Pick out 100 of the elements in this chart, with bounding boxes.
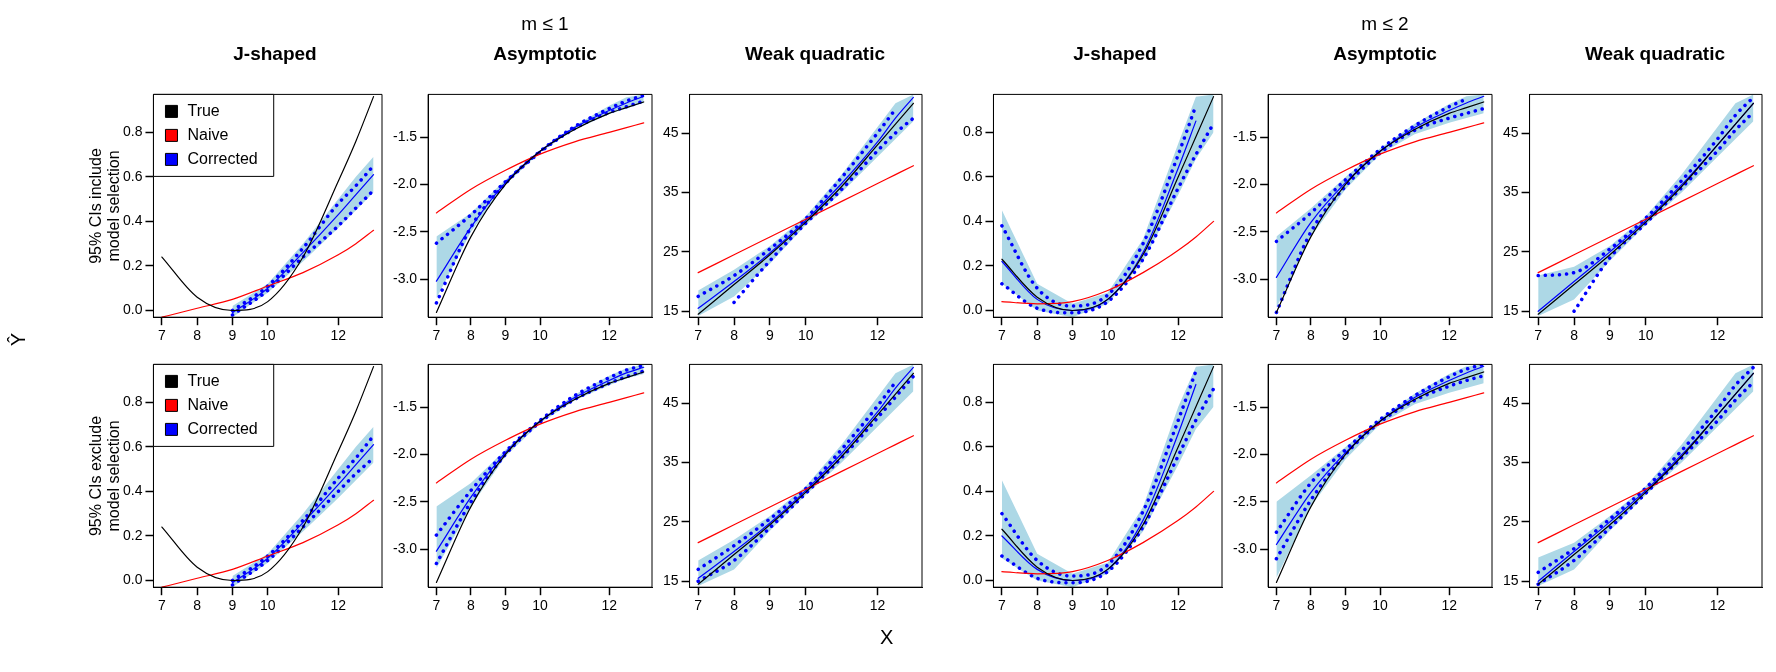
x-tick-label: 7 <box>1272 597 1281 614</box>
x-tick-label: 10 <box>259 597 276 614</box>
chart-title: Weak quadratic <box>1583 43 1727 65</box>
x-tick-label: 10 <box>1372 597 1389 614</box>
x-tick-label: 9 <box>228 327 237 344</box>
y-tick-label: -2.0 <box>393 175 418 192</box>
x-tick-label: 8 <box>467 597 476 614</box>
chart-title: Asymptotic <box>1332 43 1438 65</box>
y-tick-label: -2.5 <box>393 222 418 239</box>
y-tick-label: 0.8 <box>962 123 983 140</box>
x-tick-label: 7 <box>432 327 441 344</box>
y-tick-label: -1.5 <box>1233 127 1258 144</box>
y-tick-label: 0.8 <box>122 393 143 410</box>
x-tick-label: 8 <box>730 327 739 344</box>
x-tick-label: 8 <box>1307 327 1316 344</box>
x-tick-label: 10 <box>532 597 549 614</box>
x-tick-label: 12 <box>1441 597 1458 614</box>
text: m ≤ 1 <box>520 13 570 35</box>
chart-title: Asymptotic <box>492 43 598 65</box>
y-tick-label: 0.2 <box>122 526 143 543</box>
y-tick-label: 25 <box>1502 512 1519 529</box>
x-tick-label: 10 <box>798 327 814 344</box>
chart-title: Weak quadratic <box>743 43 887 65</box>
x-tick-label: 12 <box>869 327 886 344</box>
x-tick-label: 7 <box>432 597 441 614</box>
y-tick-label: 0.2 <box>962 256 983 273</box>
y-tick-label: 0.4 <box>122 212 143 229</box>
y-tick-label: 15 <box>662 572 679 589</box>
x-tick-label: 9 <box>1341 327 1350 344</box>
y-tick-label: -2.0 <box>1233 175 1258 192</box>
y-tick-label: 0.0 <box>962 301 983 318</box>
y-tick-label: 15 <box>1502 572 1519 589</box>
y-tick-label: 45 <box>662 393 679 410</box>
y-tick-label: 45 <box>1502 393 1519 410</box>
x-tick-label: 9 <box>1068 327 1077 344</box>
y-tick-label: 0.2 <box>122 256 143 273</box>
y-tick-label: -3.0 <box>1233 270 1258 287</box>
x-tick-label: 9 <box>1606 597 1615 614</box>
x-tick-label: 9 <box>766 327 775 344</box>
x-tick-label: 9 <box>501 597 510 614</box>
y-tick-label: 25 <box>1502 242 1519 259</box>
x-tick-label: 10 <box>1638 327 1654 344</box>
y-tick-label: 0.6 <box>962 437 983 454</box>
x-tick-label: 7 <box>694 327 703 344</box>
x-tick-label: 8 <box>193 597 202 614</box>
x-tick-label: 9 <box>228 597 237 614</box>
x-tick-label: 12 <box>1709 597 1726 614</box>
y-tick-label: 35 <box>662 183 679 200</box>
x-tick-label: 7 <box>694 597 703 614</box>
y-tick-label: 35 <box>662 453 679 470</box>
x-tick-label: 10 <box>1099 597 1116 614</box>
y-tick-label: 0.6 <box>122 437 143 454</box>
x-tick-label: 12 <box>1709 327 1726 344</box>
x-tick-label: 8 <box>1033 597 1042 614</box>
x-tick-label: 8 <box>1570 597 1579 614</box>
y-tick-label: 0.4 <box>962 482 983 499</box>
chart-title: J-shaped <box>1072 43 1158 65</box>
y-tick-label: 45 <box>662 123 679 140</box>
y-tick-label: -1.5 <box>1233 397 1258 414</box>
x-tick-label: 7 <box>1272 327 1281 344</box>
y-tick-label: 45 <box>1502 123 1519 140</box>
x-tick-label: 7 <box>158 327 167 344</box>
y-tick-label: 0.0 <box>122 301 143 318</box>
x-tick-label: 12 <box>1170 327 1187 344</box>
x-tick-label: 8 <box>193 327 202 344</box>
legend-label: Naive <box>187 395 229 413</box>
x-tick-label: 12 <box>1441 327 1458 344</box>
y-tick-label: 0.8 <box>962 393 983 410</box>
text: m ≤ 2 <box>1360 13 1410 35</box>
legend-label: Corrected <box>187 149 258 167</box>
y-tick-label: 0.2 <box>962 526 983 543</box>
x-tick-label: 12 <box>601 597 618 614</box>
y-tick-label: -2.5 <box>1233 492 1258 509</box>
x-tick-label: 12 <box>330 327 347 344</box>
chart-title: J-shaped <box>232 43 318 65</box>
y-tick-label: -2.0 <box>1233 445 1258 462</box>
y-tick-label: 15 <box>662 302 679 319</box>
x-tick-label: 12 <box>869 597 886 614</box>
x-tick-label: 7 <box>998 597 1007 614</box>
y-tick-label: 0.8 <box>122 123 143 140</box>
text: Ŷ <box>7 332 31 347</box>
x-tick-label: 9 <box>501 327 510 344</box>
y-tick-label: -2.5 <box>393 492 418 509</box>
y-tick-label: -2.5 <box>1233 222 1258 239</box>
x-tick-label: 12 <box>601 327 618 344</box>
y-tick-label: -3.0 <box>393 270 418 287</box>
x-tick-label: 10 <box>532 327 549 344</box>
y-axis-title: 95% CIs include model selection <box>87 147 123 266</box>
y-tick-label: 35 <box>1502 183 1519 200</box>
y-tick-label: 0.0 <box>122 571 143 588</box>
y-tick-label: -3.0 <box>393 540 418 557</box>
legend-label: True <box>187 371 220 389</box>
y-tick-label: -1.5 <box>393 127 418 144</box>
x-tick-label: 10 <box>1638 597 1654 614</box>
x-tick-label: 10 <box>1099 327 1116 344</box>
x-tick-label: 9 <box>1606 327 1615 344</box>
y-tick-label: 15 <box>1502 302 1519 319</box>
x-tick-label: 8 <box>730 597 739 614</box>
x-tick-label: 7 <box>158 597 167 614</box>
y-tick-label: -2.0 <box>393 445 418 462</box>
